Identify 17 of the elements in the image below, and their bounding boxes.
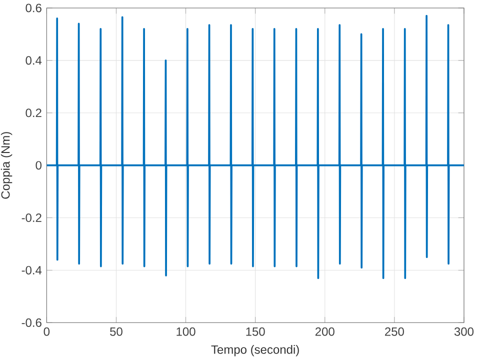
x-tick-label: 150 xyxy=(246,327,265,336)
y-axis-title: Coppia (Nm) xyxy=(0,132,12,199)
y-tick-label: -0.2 xyxy=(22,214,42,222)
line-series xyxy=(46,14,464,280)
x-tick-label: 300 xyxy=(454,327,474,336)
x-tick-label: 50 xyxy=(110,327,122,336)
y-tick-label: -0.4 xyxy=(22,266,42,274)
y-tick-label: -0.6 xyxy=(22,318,42,327)
x-tick-label: 100 xyxy=(176,327,196,336)
x-axis-title: Tempo (secondi) xyxy=(211,345,299,356)
x-tick-label: 250 xyxy=(385,327,404,336)
x-tick-label: 200 xyxy=(315,327,334,336)
x-tick-label: 0 xyxy=(44,327,50,336)
y-tick-label: 0.4 xyxy=(26,56,42,65)
y-tick-label: 0.2 xyxy=(26,108,42,118)
y-tick-label: 0 xyxy=(36,161,42,170)
y-tick-label: 0.6 xyxy=(26,4,42,12)
